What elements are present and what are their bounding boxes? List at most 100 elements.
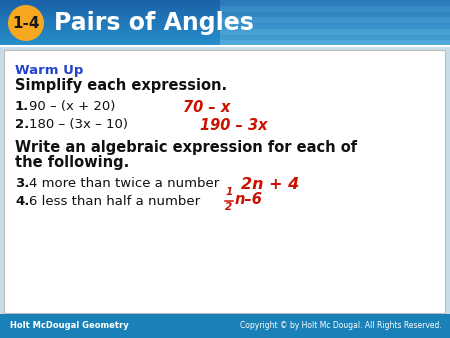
Bar bbox=[0, 28, 450, 30]
Bar bbox=[220, 36, 450, 37]
Bar bbox=[0, 7, 450, 9]
Bar bbox=[220, 2, 450, 3]
Bar bbox=[220, 4, 450, 5]
Text: 70 – x: 70 – x bbox=[183, 100, 230, 115]
Text: 3.: 3. bbox=[15, 177, 29, 190]
Bar bbox=[0, 32, 450, 33]
Bar bbox=[0, 5, 450, 7]
Bar bbox=[0, 19, 450, 21]
Bar bbox=[0, 45, 450, 47]
Bar bbox=[0, 28, 450, 29]
Bar bbox=[0, 26, 450, 27]
Bar bbox=[220, 21, 450, 23]
Bar bbox=[220, 44, 450, 46]
Bar bbox=[220, 5, 450, 6]
Bar bbox=[0, 27, 450, 28]
Bar bbox=[0, 20, 450, 22]
Bar bbox=[0, 29, 450, 31]
Bar bbox=[220, 43, 450, 45]
Text: 1: 1 bbox=[225, 187, 233, 197]
Bar bbox=[220, 15, 450, 16]
Bar bbox=[220, 12, 450, 14]
Bar bbox=[0, 33, 450, 34]
Bar bbox=[220, 26, 450, 27]
Bar bbox=[0, 39, 450, 40]
Text: Pairs of Angles: Pairs of Angles bbox=[54, 11, 254, 35]
Bar bbox=[0, 35, 450, 37]
Bar bbox=[220, 28, 450, 29]
Bar bbox=[220, 28, 450, 30]
Ellipse shape bbox=[8, 5, 44, 41]
Bar bbox=[0, 16, 450, 17]
Bar bbox=[0, 41, 450, 42]
Bar bbox=[0, 0, 450, 1]
Text: 1-4: 1-4 bbox=[12, 16, 40, 30]
Bar bbox=[220, 33, 450, 34]
Bar bbox=[220, 41, 450, 42]
Bar bbox=[0, 14, 450, 15]
Bar bbox=[220, 31, 450, 33]
Text: 2n + 4: 2n + 4 bbox=[241, 177, 299, 192]
Bar bbox=[0, 17, 450, 18]
Bar bbox=[0, 31, 450, 33]
Bar bbox=[0, 37, 450, 38]
Bar bbox=[0, 38, 450, 39]
Text: Holt McDougal Geometry: Holt McDougal Geometry bbox=[10, 321, 129, 331]
FancyBboxPatch shape bbox=[4, 50, 446, 314]
Bar bbox=[0, 36, 450, 37]
Bar bbox=[0, 40, 450, 41]
Bar bbox=[220, 7, 450, 9]
Bar bbox=[220, 18, 450, 19]
Bar bbox=[0, 6, 450, 8]
Bar bbox=[220, 22, 450, 24]
Bar bbox=[0, 42, 450, 44]
Bar bbox=[0, 43, 450, 45]
Bar bbox=[220, 24, 450, 25]
Bar bbox=[0, 23, 450, 24]
Bar bbox=[220, 23, 450, 24]
Bar bbox=[0, 41, 450, 43]
Text: the following.: the following. bbox=[15, 155, 129, 170]
Bar bbox=[220, 18, 450, 20]
Bar bbox=[220, 29, 450, 31]
Bar bbox=[0, 22, 450, 24]
Text: 4 more than twice a number: 4 more than twice a number bbox=[29, 177, 219, 190]
Bar bbox=[0, 12, 450, 14]
Bar bbox=[220, 17, 450, 18]
Text: Warm Up: Warm Up bbox=[15, 64, 83, 77]
Bar bbox=[0, 18, 450, 20]
Bar bbox=[0, 18, 450, 19]
Bar bbox=[220, 1, 450, 2]
Bar bbox=[220, 38, 450, 39]
Bar bbox=[0, 21, 450, 23]
Bar bbox=[0, 13, 450, 14]
Text: 2.: 2. bbox=[15, 118, 29, 131]
Bar bbox=[0, 10, 450, 11]
Text: 2: 2 bbox=[225, 202, 233, 212]
Bar bbox=[220, 8, 450, 10]
Bar bbox=[0, 4, 450, 5]
Bar bbox=[220, 34, 450, 35]
Bar bbox=[220, 10, 450, 11]
Bar bbox=[0, 314, 450, 338]
Bar bbox=[220, 13, 450, 14]
Bar bbox=[220, 41, 450, 43]
Bar bbox=[220, 35, 450, 37]
Bar bbox=[220, 45, 450, 47]
Text: 6 less than half a number: 6 less than half a number bbox=[29, 195, 200, 208]
Bar bbox=[0, 11, 450, 13]
Text: Copyright © by Holt Mc Dougal. All Rights Reserved.: Copyright © by Holt Mc Dougal. All Right… bbox=[240, 321, 442, 331]
Bar bbox=[220, 32, 450, 33]
Text: n–6: n–6 bbox=[235, 193, 263, 208]
Bar bbox=[0, 1, 450, 2]
Bar bbox=[0, 3, 450, 4]
Text: Simplify each expression.: Simplify each expression. bbox=[15, 78, 227, 93]
Bar bbox=[0, 9, 450, 10]
Bar bbox=[0, 5, 450, 6]
Bar bbox=[220, 3, 450, 4]
Bar bbox=[220, 9, 450, 10]
Bar bbox=[220, 39, 450, 40]
Bar bbox=[220, 25, 450, 26]
Bar bbox=[220, 14, 450, 15]
Bar bbox=[0, 24, 450, 25]
